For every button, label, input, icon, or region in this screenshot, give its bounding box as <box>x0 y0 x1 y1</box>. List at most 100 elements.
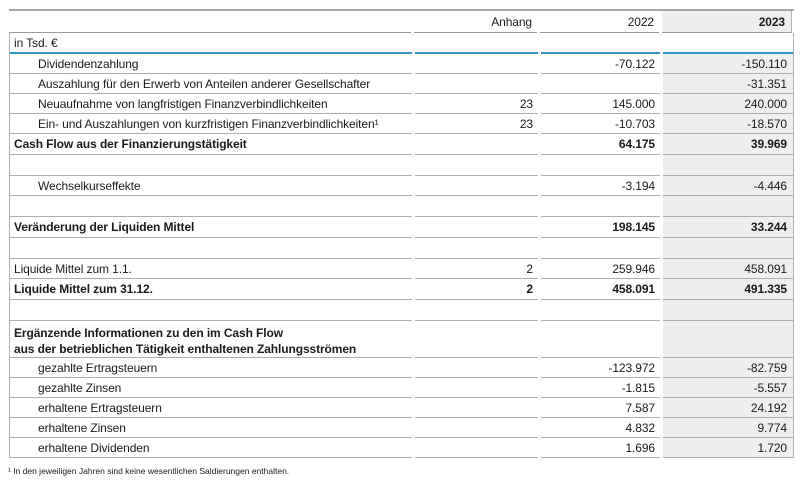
anhang-cell: 2 <box>415 259 538 279</box>
anhang-cell <box>415 418 538 438</box>
table-row: Ein- und Auszahlungen von kurzfristigen … <box>10 114 793 134</box>
table-row <box>10 196 793 217</box>
anhang-cell: 23 <box>415 114 538 134</box>
value-2023-cell: 24.192 <box>663 398 793 418</box>
anhang-cell <box>415 217 538 238</box>
row-label: erhaltene Zinsen <box>10 418 412 438</box>
anhang-cell <box>415 134 538 155</box>
value-2022-cell: 7.587 <box>541 398 660 418</box>
value-2023-cell <box>663 238 793 259</box>
table-body: in Tsd. € Dividendenzahlung -70.122 -150.1… <box>9 33 794 458</box>
row-label: Wechselkurseffekte <box>10 176 412 196</box>
table-row <box>10 238 793 259</box>
value-2022-cell <box>541 74 660 94</box>
anhang-cell <box>415 54 538 74</box>
column-header-2023: 2023 <box>662 11 792 33</box>
table-row <box>10 155 793 176</box>
row-label: erhaltene Ertragsteuern <box>10 398 412 418</box>
value-2023-cell: -82.759 <box>663 358 793 378</box>
row-label <box>10 196 412 217</box>
row-label: Ergänzende Informationen zu den im Cash … <box>10 321 412 358</box>
row-label: Liquide Mittel zum 31.12. <box>10 279 412 300</box>
value-2022-cell: 458.091 <box>541 279 660 300</box>
table-row: erhaltene Ertragsteuern 7.587 24.192 <box>10 398 793 418</box>
value-2022-cell <box>541 238 660 259</box>
row-label: Dividendenzahlung <box>10 54 412 74</box>
header-label-spacer <box>9 11 411 33</box>
anhang-cell <box>415 238 538 259</box>
value-2023-cell: 1.720 <box>663 438 793 458</box>
table-row: erhaltene Zinsen 4.832 9.774 <box>10 418 793 438</box>
row-label: Neuaufnahme von langfristigen Finanzverb… <box>10 94 412 114</box>
row-label: Veränderung der Liquiden Mittel <box>10 217 412 238</box>
row-label <box>10 155 412 176</box>
row-label: erhaltene Dividenden <box>10 438 412 458</box>
value-2023-cell: 39.969 <box>663 134 793 155</box>
anhang-cell: 2 <box>415 279 538 300</box>
table-row: Auszahlung für den Erwerb von Anteilen a… <box>10 74 793 94</box>
value-2022-cell: -10.703 <box>541 114 660 134</box>
table-row: Liquide Mittel zum 31.12. 2 458.091 491.335 <box>10 279 793 300</box>
table-row: Ergänzende Informationen zu den im Cash … <box>10 321 793 358</box>
anhang-cell <box>415 438 538 458</box>
table-row: Liquide Mittel zum 1.1. 2 259.946 458.091 <box>10 259 793 279</box>
table-row: gezahlte Ertragsteuern -123.972 -82.759 <box>10 358 793 378</box>
table-row <box>10 300 793 321</box>
value-2022-cell <box>541 33 660 54</box>
row-label <box>10 238 412 259</box>
value-2023-cell: -18.570 <box>663 114 793 134</box>
anhang-cell <box>415 321 538 358</box>
table-row: Neuaufnahme von langfristigen Finanzverb… <box>10 94 793 114</box>
value-2022-cell: 198.145 <box>541 217 660 238</box>
anhang-cell <box>415 398 538 418</box>
row-label: Ein- und Auszahlungen von kurzfristigen … <box>10 114 412 134</box>
column-header-anhang: Anhang <box>414 11 537 33</box>
value-2023-cell: -31.351 <box>663 74 793 94</box>
value-2023-cell: 458.091 <box>663 259 793 279</box>
value-2022-cell: 259.946 <box>541 259 660 279</box>
value-2023-cell: -4.446 <box>663 176 793 196</box>
anhang-cell: 23 <box>415 94 538 114</box>
value-2023-cell: 9.774 <box>663 418 793 438</box>
table-header-row: Anhang 2022 2023 <box>9 9 794 33</box>
anhang-cell <box>415 33 538 54</box>
anhang-cell <box>415 155 538 176</box>
table-row: Wechselkurseffekte -3.194 -4.446 <box>10 176 793 196</box>
anhang-cell <box>415 74 538 94</box>
value-2022-cell: 4.832 <box>541 418 660 438</box>
value-2023-cell: 240.000 <box>663 94 793 114</box>
value-2022-cell <box>541 321 660 358</box>
unit-label: in Tsd. € <box>10 33 412 54</box>
anhang-cell <box>415 196 538 217</box>
unit-row: in Tsd. € <box>10 33 793 54</box>
row-label: Auszahlung für den Erwerb von Anteilen a… <box>10 74 412 94</box>
table-row: erhaltene Dividenden 1.696 1.720 <box>10 438 793 458</box>
row-label: gezahlte Ertragsteuern <box>10 358 412 378</box>
value-2023-cell <box>663 300 793 321</box>
value-2023-cell: 491.335 <box>663 279 793 300</box>
value-2022-cell: 1.696 <box>541 438 660 458</box>
value-2023-cell <box>663 321 793 358</box>
anhang-cell <box>415 300 538 321</box>
row-label: gezahlte Zinsen <box>10 378 412 398</box>
table-row: Veränderung der Liquiden Mittel 198.145 33… <box>10 217 793 238</box>
value-2022-cell: -3.194 <box>541 176 660 196</box>
value-2023-cell: -5.557 <box>663 378 793 398</box>
value-2023-cell: -150.110 <box>663 54 793 74</box>
value-2022-cell <box>541 155 660 176</box>
table-row: Dividendenzahlung -70.122 -150.110 <box>10 54 793 74</box>
value-2023-cell <box>663 33 793 54</box>
financial-table: Anhang 2022 2023 in Tsd. € Dividendenzah… <box>9 9 794 458</box>
value-2022-cell: -1.815 <box>541 378 660 398</box>
anhang-cell <box>415 176 538 196</box>
value-2022-cell: -70.122 <box>541 54 660 74</box>
value-2022-cell: 145.000 <box>541 94 660 114</box>
table-row: Cash Flow aus der Finanzierungstätigkeit… <box>10 134 793 155</box>
row-label: Liquide Mittel zum 1.1. <box>10 259 412 279</box>
value-2022-cell: -123.972 <box>541 358 660 378</box>
value-2023-cell: 33.244 <box>663 217 793 238</box>
table-row: gezahlte Zinsen -1.815 -5.557 <box>10 378 793 398</box>
anhang-cell <box>415 378 538 398</box>
footnote: ¹ In den jeweiligen Jahren sind keine we… <box>8 466 290 476</box>
